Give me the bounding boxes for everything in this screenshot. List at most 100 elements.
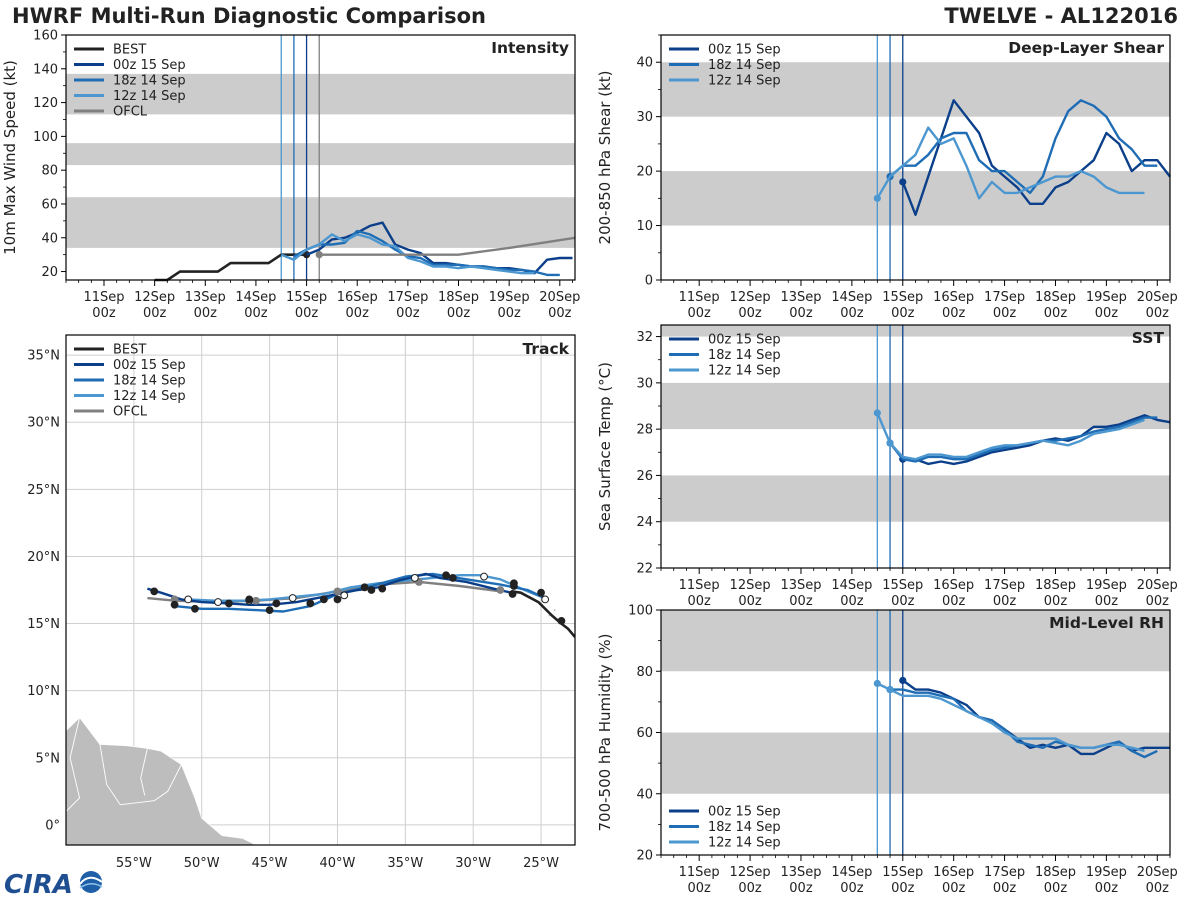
track-marker-00z-15-sep-6 <box>306 599 315 608</box>
track-marker-18z-14-sep-1 <box>442 571 450 580</box>
intensity-xtick-day-0: 11Sep <box>83 290 124 305</box>
rh-xtick-day-3: 14Sep <box>831 865 872 880</box>
intensity-xtick-day-1: 12Sep <box>134 290 175 305</box>
sst-xtick-day-2: 13Sep <box>780 578 821 593</box>
rh-ytick-label-80: 80 <box>636 665 653 680</box>
rh-xtick-hour-1: 00z <box>738 881 762 896</box>
sst-xtick-day-4: 15Sep <box>882 578 923 593</box>
cira-logo-text: CIRA <box>4 870 73 900</box>
shear-xtick-day-7: 18Sep <box>1035 290 1076 305</box>
track-marker-18z-14-sep-5 <box>191 604 199 613</box>
track-marker-00z-15-sep-10 <box>170 600 179 609</box>
track-marker-00z-15-sep-8 <box>245 595 254 604</box>
shear-ytick-label-40: 40 <box>636 56 653 71</box>
rh-panel: 2040608010011Sep00z12Sep00z13Sep00z14Sep… <box>596 604 1178 897</box>
intensity-panel: 2040608010012014016011Sep00z12Sep00z13Se… <box>1 29 580 322</box>
track-xtick-label-45-w: 45°W <box>252 856 288 871</box>
rh-xtick-hour-2: 00z <box>789 881 813 896</box>
shear-xtick-day-1: 12Sep <box>730 290 771 305</box>
shear-xtick-day-9: 20Sep <box>1137 290 1178 305</box>
track-legend-label-best: BEST <box>113 343 146 358</box>
rh-xtick-hour-6: 00z <box>993 881 1017 896</box>
track-ytick-label-0: 0° <box>45 818 60 833</box>
sst-xtick-day-7: 18Sep <box>1035 578 1076 593</box>
sst-xtick-hour-1: 00z <box>738 594 762 609</box>
sst-panel: 22242628303211Sep00z12Sep00z13Sep00z14Se… <box>596 324 1178 609</box>
track-marker-12z-14-sep-0 <box>541 595 550 604</box>
sst-band-1 <box>661 382 1170 430</box>
sst-title: SST <box>1132 329 1165 347</box>
sst-ytick-label-22: 22 <box>636 562 653 577</box>
shear-legend-label-18z-14-sep: 18z 14 Sep <box>708 58 781 73</box>
sst-legend-label-00z-15-sep: 00z 15 Sep <box>708 333 781 348</box>
shear-series-12z-14-sep <box>876 126 1145 200</box>
track-xtick-label-35-w: 35°W <box>387 856 423 871</box>
sst-legend-label-12z-14-sep: 12z 14 Sep <box>708 364 781 379</box>
rh-xtick-hour-4: 00z <box>891 881 915 896</box>
track-marker-12z-14-sep-2 <box>410 574 419 582</box>
intensity-xtick-day-8: 19Sep <box>489 290 530 305</box>
track-marker-00z-15-sep-9 <box>224 599 233 608</box>
intensity-ytick-label-40: 40 <box>41 231 58 246</box>
shear-panel: 01020304011Sep00z12Sep00z13Sep00z14Sep00… <box>596 34 1178 321</box>
intensity-xtick-day-4: 15Sep <box>286 290 327 305</box>
track-xtick-label-55-w: 55°W <box>116 856 152 871</box>
rh-xtick-day-8: 19Sep <box>1086 865 1127 880</box>
sst-ytick-label-30: 30 <box>636 376 653 391</box>
sst-ytick-label-26: 26 <box>636 469 653 484</box>
sst-ytick-label-24: 24 <box>636 515 653 530</box>
shear-xtick-day-5: 16Sep <box>933 290 974 305</box>
rh-series-12z-14-sep <box>876 682 1145 753</box>
intensity-series-best <box>154 253 307 282</box>
rh-ytick-label-20: 20 <box>636 849 653 864</box>
track-marker-00z-15-sep-4 <box>367 586 376 594</box>
intensity-legend-label-best: BEST <box>113 43 146 58</box>
track-title: Track <box>523 340 570 358</box>
shear-ytick-label-0: 0 <box>645 274 653 289</box>
sst-xtick-hour-6: 00z <box>993 594 1017 609</box>
sst-xtick-day-5: 16Sep <box>933 578 974 593</box>
track-marker-18z-14-sep-2 <box>360 583 369 592</box>
intensity-band-0 <box>66 197 575 248</box>
intensity-frame <box>65 34 576 281</box>
track-series-00z-15-sep <box>147 572 512 606</box>
track-ytick-label-10-n: 10°N <box>27 684 60 699</box>
intensity-series-12z-14-sep <box>280 233 535 275</box>
track-marker-18z-14-sep-0 <box>537 588 545 597</box>
intensity-series-18z-14-sep <box>293 229 560 277</box>
shear-band-0 <box>661 171 1170 226</box>
track-ytick-label-15-n: 15°N <box>27 617 60 632</box>
intensity-xtick-hour-1: 00z <box>143 306 167 321</box>
cira-logo-mark <box>79 871 103 893</box>
intensity-legend-label-18z-14-sep: 18z 14 Sep <box>113 74 186 89</box>
country-border-2 <box>120 764 182 806</box>
intensity-ytick-label-120: 120 <box>33 96 58 111</box>
rh-marker-00z-15-sep-0 <box>899 676 907 685</box>
rh-band-0 <box>661 732 1170 794</box>
intensity-legend-label-ofcl: OFCL <box>113 105 148 120</box>
shear-xtick-hour-4: 00z <box>891 306 915 321</box>
intensity-legend-label-12z-14-sep: 12z 14 Sep <box>113 89 186 104</box>
track-marker-best-0 <box>557 616 566 625</box>
shear-xtick-hour-6: 00z <box>993 306 1017 321</box>
sst-ytick-label-32: 32 <box>636 330 653 345</box>
rh-xtick-hour-5: 00z <box>942 881 966 896</box>
rh-marker-12z-14-sep-0 <box>873 679 881 688</box>
sst-xtick-day-6: 17Sep <box>984 578 1025 593</box>
shear-xtick-day-2: 13Sep <box>780 290 821 305</box>
intensity-series-ofcl <box>319 236 576 256</box>
intensity-xtick-hour-5: 00z <box>346 306 370 321</box>
rh-xtick-hour-8: 00z <box>1095 881 1119 896</box>
track-marker-best-1 <box>510 582 518 590</box>
track-marker-12z-14-sep-6 <box>214 598 222 606</box>
shear-series-18z-14-sep <box>889 99 1158 195</box>
rh-xtick-hour-9: 00z <box>1146 881 1170 896</box>
track-plot-area <box>66 335 575 845</box>
intensity-xtick-hour-7: 00z <box>447 306 471 321</box>
south-america-landmass <box>66 716 257 845</box>
rh-legend-label-00z-15-sep: 00z 15 Sep <box>708 805 781 820</box>
track-legend-label-12z-14-sep: 12z 14 Sep <box>113 389 186 404</box>
storm-id: TWELVE - AL122016 <box>944 4 1178 28</box>
sst-xtick-hour-4: 00z <box>891 594 915 609</box>
shear-band-1 <box>661 62 1170 117</box>
